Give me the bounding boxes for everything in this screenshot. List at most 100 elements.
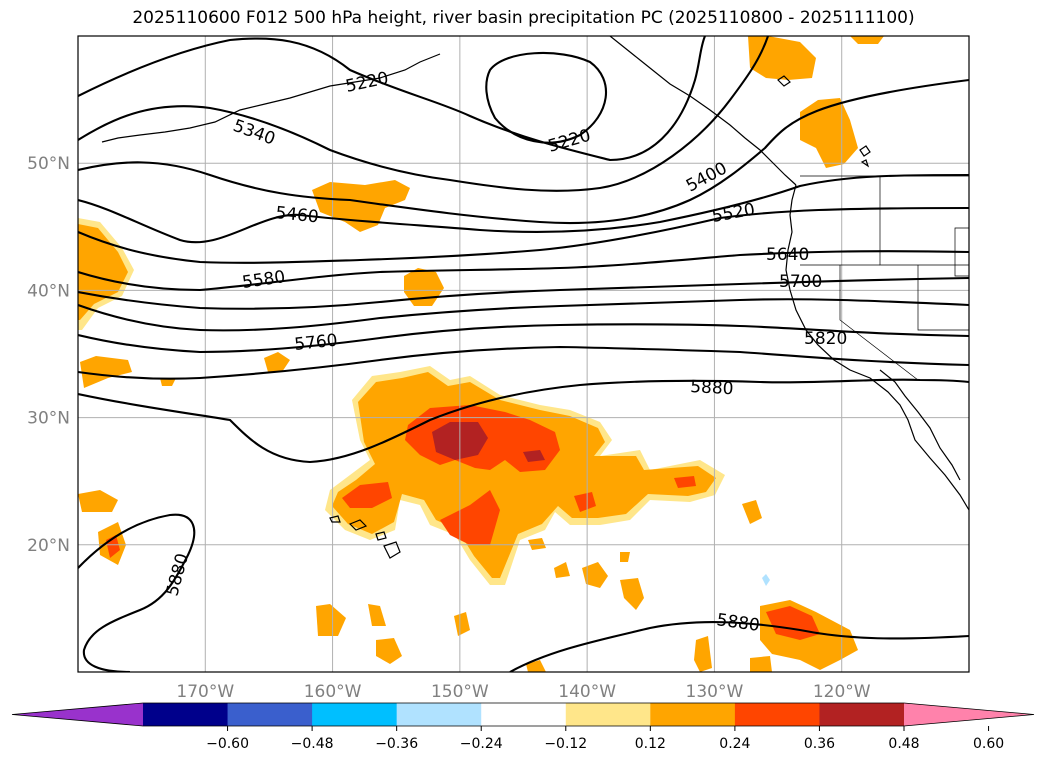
lat-tick-label: 40°N bbox=[27, 281, 70, 301]
plot-title: 2025110600 F012 500 hPa height, river ba… bbox=[132, 8, 915, 28]
precip-area-small-5 bbox=[160, 378, 176, 386]
precip-area-small-2 bbox=[80, 356, 132, 388]
colorbar-tick-label: −0.12 bbox=[544, 736, 587, 752]
colorbar-segment bbox=[396, 703, 482, 726]
precip-area-ne-2 bbox=[800, 98, 858, 168]
precip-area-ne-1 bbox=[748, 36, 816, 80]
precip-area-s-13 bbox=[620, 552, 630, 562]
precip-area-central-max-2 bbox=[523, 450, 545, 462]
coastline-alaska-panhandle bbox=[609, 36, 797, 186]
border-states-5 bbox=[954, 227, 969, 277]
precip-area-s-7 bbox=[528, 538, 546, 550]
precip-area-nw-mid bbox=[78, 224, 128, 320]
colorbar-segment bbox=[650, 703, 736, 726]
precip-area-central-high-3 bbox=[342, 482, 392, 508]
precip-area-small-1 bbox=[264, 352, 290, 372]
contour-5820 bbox=[78, 345, 969, 380]
colorbar-segment bbox=[312, 703, 398, 726]
colorbar-tick-label: 0.48 bbox=[888, 736, 919, 752]
lon-tick-label: 150°W bbox=[431, 682, 489, 702]
colorbar-segment bbox=[734, 703, 820, 726]
colorbar-segment bbox=[819, 703, 905, 726]
lon-tick-label: 130°W bbox=[686, 682, 744, 702]
contour-5220-ring bbox=[485, 51, 608, 144]
border-states-3 bbox=[917, 265, 969, 331]
contour-label: 5820 bbox=[804, 329, 847, 349]
longitude-labels: 170°W 160°W 150°W 140°W 130°W 120°W bbox=[176, 682, 870, 702]
colorbar: −0.60 −0.48 −0.36 −0.24 −0.12 0.12 0.24 0.36 0.4… bbox=[11, 702, 1035, 752]
contour-label: 5640 bbox=[766, 245, 809, 265]
colorbar-segment bbox=[227, 703, 313, 726]
coastline-hawaii-1 bbox=[329, 515, 341, 523]
lon-tick-label: 140°W bbox=[558, 682, 616, 702]
precip-area-s-1 bbox=[316, 604, 346, 636]
precip-area-nw2 bbox=[312, 180, 410, 232]
contour-5880-south bbox=[78, 513, 196, 672]
coastline-baja bbox=[879, 369, 961, 481]
gridlines bbox=[78, 36, 969, 672]
colorbar-tick-label: 0.60 bbox=[973, 736, 1004, 752]
coastline-islands-ne bbox=[777, 75, 871, 168]
colorbar-tick-label: 0.24 bbox=[719, 736, 750, 752]
colorbar-tick-label: −0.48 bbox=[291, 736, 334, 752]
border-states-4 bbox=[839, 265, 919, 381]
precip-area-central-high-4 bbox=[574, 492, 596, 512]
precip-area-small-3 bbox=[78, 490, 118, 512]
lat-tick-label: 50°N bbox=[27, 154, 70, 174]
coastline-west-coast bbox=[785, 184, 969, 511]
colorbar-segment bbox=[481, 703, 567, 726]
contour-5640 bbox=[78, 276, 969, 310]
lon-tick-label: 120°W bbox=[813, 682, 871, 702]
coastlines bbox=[101, 36, 969, 559]
lat-tick-label: 30°N bbox=[27, 409, 70, 429]
contour-5520 bbox=[78, 206, 969, 264]
coastline-hawaii-2 bbox=[348, 519, 368, 531]
contour-5580 bbox=[78, 250, 969, 292]
colorbar-outline bbox=[11, 702, 1035, 727]
precip-area-s-10 bbox=[694, 636, 712, 672]
contour-5460 bbox=[78, 173, 969, 244]
colorbar-tick-label: −0.36 bbox=[375, 736, 418, 752]
precip-area-s-2 bbox=[368, 604, 386, 626]
contour-5880-se bbox=[509, 621, 969, 672]
colorbar-segment bbox=[565, 703, 651, 726]
precip-area-s-3 bbox=[376, 638, 402, 664]
lon-tick-label: 160°W bbox=[304, 682, 362, 702]
precip-area-s-11 bbox=[750, 656, 772, 672]
precip-area-negative bbox=[762, 574, 770, 586]
contour-label: 5460 bbox=[274, 203, 319, 227]
lat-tick-label: 20°N bbox=[27, 536, 70, 556]
height-contours bbox=[78, 36, 969, 672]
coastline-hawaii-3 bbox=[375, 531, 387, 541]
lon-tick-label: 170°W bbox=[176, 682, 234, 702]
contour-labels: 5220 5340 5220 5400 5460 5520 5580 5640 … bbox=[163, 68, 848, 636]
colorbar-extend-low bbox=[12, 703, 143, 726]
precip-area-s-8 bbox=[742, 500, 762, 524]
precip-area-central-high-2 bbox=[440, 490, 500, 545]
colorbar-segment bbox=[143, 703, 229, 726]
contour-5760 bbox=[78, 323, 969, 354]
precip-area-s-6 bbox=[620, 578, 644, 610]
contour-5700 bbox=[78, 298, 969, 332]
coastline-aleutians bbox=[101, 53, 441, 143]
colorbar-tick-label: 0.12 bbox=[635, 736, 666, 752]
contour-5340 bbox=[78, 36, 769, 192]
contour-label: 5760 bbox=[293, 331, 338, 355]
colorbar-extend-high bbox=[904, 703, 1034, 726]
colorbar-tick-label: −0.24 bbox=[460, 736, 503, 752]
precip-area-s-4 bbox=[454, 612, 470, 636]
colorbar-tick-label: 0.36 bbox=[804, 736, 835, 752]
precip-area-ne-3 bbox=[850, 36, 884, 44]
precip-area-central-high-5 bbox=[674, 476, 696, 488]
contour-5400 bbox=[78, 78, 969, 225]
contour-5880-main bbox=[78, 378, 969, 464]
precip-area-s-5 bbox=[582, 562, 608, 588]
precip-area-s-14 bbox=[554, 562, 570, 578]
map-frame bbox=[77, 35, 970, 673]
colorbar-tick-label: −0.60 bbox=[206, 736, 249, 752]
contour-label: 5700 bbox=[779, 272, 822, 292]
contour-label: 5880 bbox=[690, 377, 734, 399]
coastline-hawaii-4 bbox=[383, 541, 401, 559]
contour-5220 bbox=[78, 36, 706, 162]
